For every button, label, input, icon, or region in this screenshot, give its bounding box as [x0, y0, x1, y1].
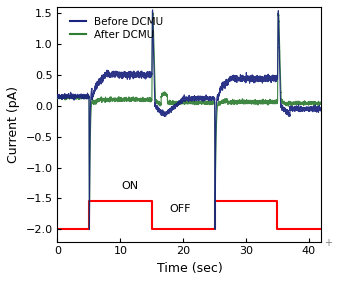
Legend: Before DCMU, After DCMU: Before DCMU, After DCMU	[68, 14, 165, 42]
Text: OFF: OFF	[169, 204, 191, 214]
Text: ON: ON	[121, 181, 138, 191]
X-axis label: Time (sec): Time (sec)	[157, 262, 222, 275]
Text: +: +	[324, 238, 332, 248]
Y-axis label: Current (pA): Current (pA)	[7, 86, 20, 163]
